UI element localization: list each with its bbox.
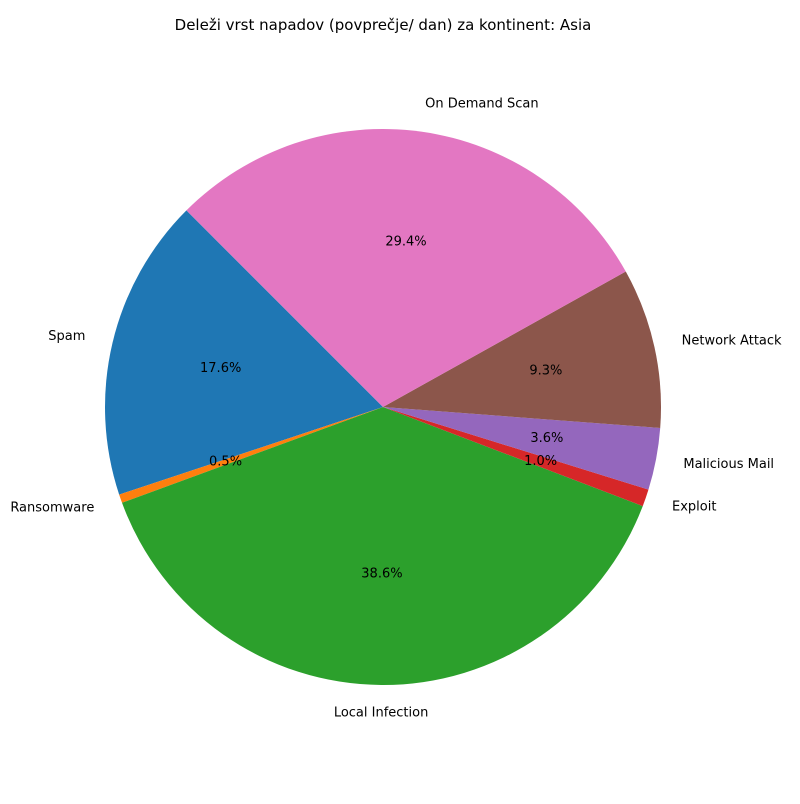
slice-label-exploit: Exploit (672, 499, 716, 514)
slice-label-malicious-mail: Malicious Mail (683, 457, 774, 472)
slice-label-ransomware: Ransomware (10, 500, 94, 515)
pie-slices (105, 128, 661, 686)
pie-slice-on-demand-scan (186, 128, 626, 407)
pie-slice-local-infection (122, 407, 643, 686)
slice-percent-ransomware: 0.5% (209, 455, 242, 470)
slice-percent-on-demand-scan: 29.4% (385, 234, 426, 249)
slice-label-on-demand-scan: On Demand Scan (425, 97, 538, 112)
slice-label-spam: Spam (48, 329, 85, 344)
pie-slice-exploit (383, 407, 649, 507)
slice-percent-network-attack: 9.3% (529, 364, 562, 379)
pie-slice-spam (105, 210, 384, 495)
pie-labels: Spam 17.6% Ransomware 0.5% Local Infection 38… (10, 97, 782, 721)
slice-percent-exploit: 1.0% (524, 454, 557, 469)
slice-percent-local-infection: 38.6% (361, 566, 402, 581)
pie-slice-network-attack (383, 271, 661, 428)
slice-label-local-infection: Local Infection (334, 705, 429, 720)
slice-label-network-attack: Network Attack (682, 334, 782, 349)
chart-title: Deleži vrst napadov (povprečje/ dan) za … (175, 16, 592, 34)
slice-percent-malicious-mail: 3.6% (530, 431, 563, 446)
pie-slice-malicious-mail (383, 407, 661, 490)
slice-percent-spam: 17.6% (200, 361, 241, 376)
pie-slice-ransomware (119, 407, 383, 503)
